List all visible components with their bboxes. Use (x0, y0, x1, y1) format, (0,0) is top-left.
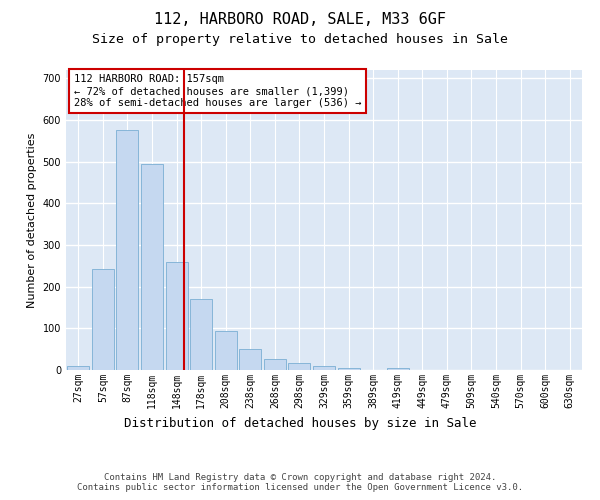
Y-axis label: Number of detached properties: Number of detached properties (27, 132, 37, 308)
Bar (338, 368, 359, 370)
Bar (239, 349, 262, 370)
Bar (313, 366, 335, 370)
Bar (92, 269, 114, 370)
Text: Size of property relative to detached houses in Sale: Size of property relative to detached ho… (92, 32, 508, 46)
Bar (386, 368, 409, 370)
Text: Contains HM Land Registry data © Crown copyright and database right 2024.
Contai: Contains HM Land Registry data © Crown c… (77, 472, 523, 492)
Text: Distribution of detached houses by size in Sale: Distribution of detached houses by size … (124, 418, 476, 430)
Bar (289, 363, 310, 370)
Bar (215, 331, 237, 370)
Bar (116, 130, 139, 370)
Text: 112 HARBORO ROAD: 157sqm
← 72% of detached houses are smaller (1,399)
28% of sem: 112 HARBORO ROAD: 157sqm ← 72% of detach… (74, 74, 361, 108)
Bar (264, 359, 286, 370)
Bar (67, 366, 89, 370)
Bar (190, 299, 212, 370)
Bar (166, 262, 188, 370)
Bar (141, 164, 163, 370)
Text: 112, HARBORO ROAD, SALE, M33 6GF: 112, HARBORO ROAD, SALE, M33 6GF (154, 12, 446, 28)
